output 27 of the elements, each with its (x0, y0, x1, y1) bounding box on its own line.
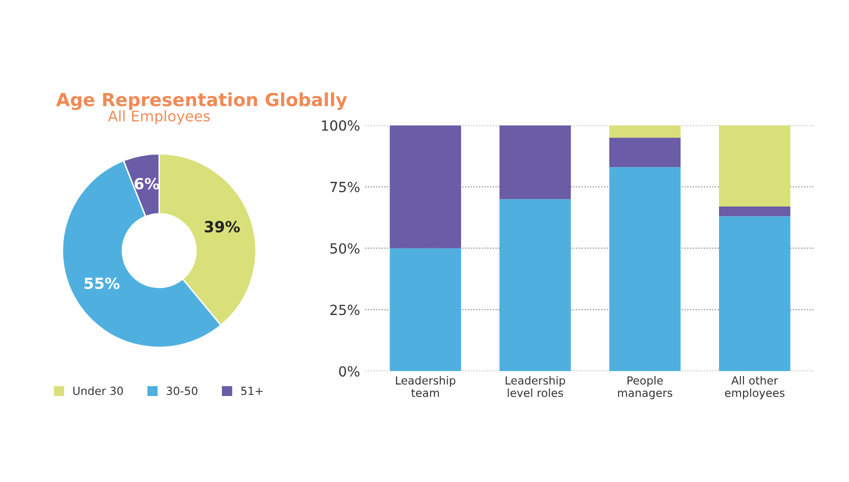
x-tick-label: All other employees (724, 376, 784, 400)
bar (390, 248, 462, 372)
bar (719, 216, 790, 372)
bar (719, 206, 790, 216)
bar (500, 125, 571, 200)
x-tick-label: Leadership team (396, 376, 456, 398)
legend-label: 51+ (241, 386, 263, 396)
bar (719, 125, 790, 206)
data-label: 39% (204, 220, 240, 232)
bar (609, 167, 681, 372)
legend-label: 30-50 (166, 386, 198, 396)
data-label: 55% (84, 278, 120, 290)
y-tick-label: 0% (339, 366, 360, 377)
x-tick-label: People managers (618, 376, 672, 400)
data-label: 6% (134, 178, 160, 190)
legend-label: Under 30 (73, 386, 123, 396)
y-tick-label: 100% (322, 120, 360, 131)
bar (609, 138, 681, 168)
chart-subtitle: All Employees (108, 110, 210, 124)
y-tick-label: 50% (330, 243, 360, 254)
chart-title: Age Representation Globally (56, 92, 348, 110)
y-tick-label: 25% (330, 304, 360, 316)
bar (500, 199, 571, 372)
x-tick-label: Leadership level roles (506, 376, 566, 398)
bar (390, 125, 462, 248)
y-tick-label: 75% (330, 182, 360, 192)
bar (609, 125, 681, 138)
